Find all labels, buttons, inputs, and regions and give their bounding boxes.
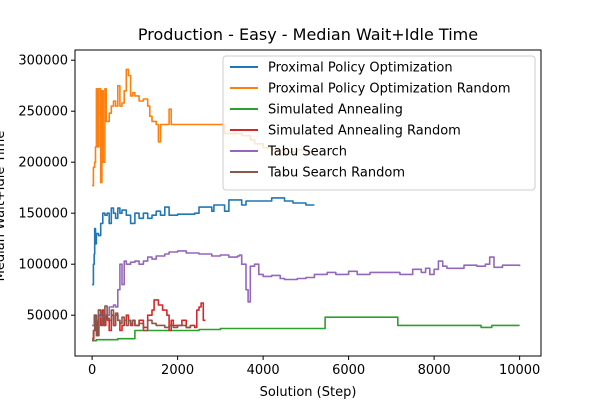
y-axis: 50000 100000 150000 200000 250000 300000 bbox=[18, 54, 75, 324]
x-tick-label: 0 bbox=[88, 363, 96, 378]
y-tick-label: 50000 bbox=[27, 309, 68, 324]
y-tick-label: 150000 bbox=[18, 207, 68, 222]
legend-entry: Tabu Search bbox=[267, 145, 347, 160]
x-tick-label: 6000 bbox=[332, 363, 365, 378]
legend: Proximal Policy Optimization Proximal Pol… bbox=[222, 55, 536, 191]
series-line-0 bbox=[92, 197, 315, 286]
legend-entry: Proximal Policy Optimization bbox=[268, 61, 453, 76]
plot-frame bbox=[74, 49, 542, 357]
series-layer bbox=[92, 68, 521, 342]
x-tick-label: 2000 bbox=[161, 363, 194, 378]
series-line-5 bbox=[92, 305, 192, 342]
y-tick-label: 200000 bbox=[18, 156, 68, 171]
y-axis-label: Median Wait+Idle Time bbox=[0, 131, 8, 282]
y-tick-label: 250000 bbox=[18, 105, 68, 120]
y-tick-label: 100000 bbox=[18, 258, 68, 273]
legend-entry: Proximal Policy Optimization Random bbox=[268, 82, 511, 97]
legend-box bbox=[222, 55, 536, 191]
x-axis: 0 2000 4000 6000 8000 10000 bbox=[88, 356, 540, 378]
x-tick-label: 10000 bbox=[499, 363, 540, 378]
legend-entry: Simulated Annealing bbox=[268, 103, 403, 118]
x-tick-label: 4000 bbox=[247, 363, 280, 378]
legend-entry: Simulated Annealing Random bbox=[268, 124, 461, 139]
y-tick-label: 300000 bbox=[18, 54, 68, 69]
chart-title: Production - Easy - Median Wait+Idle Tim… bbox=[138, 25, 478, 44]
series-line-2 bbox=[92, 316, 520, 342]
x-axis-label: Solution (Step) bbox=[260, 385, 357, 400]
series-line-4 bbox=[92, 250, 521, 327]
legend-entry: Tabu Search Random bbox=[267, 166, 405, 181]
x-tick-label: 8000 bbox=[418, 363, 451, 378]
